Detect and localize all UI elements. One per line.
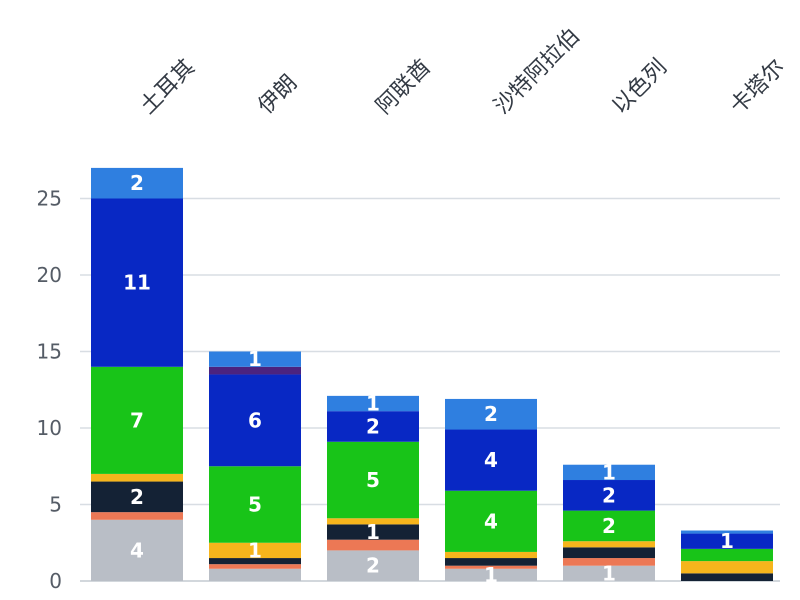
bar-segment (327, 539, 419, 551)
category-labels: 土耳其 伊朗 阿联酋 沙特阿拉伯 以色列 卡塔尔 (136, 24, 790, 119)
y-tick-label: 15 (37, 340, 62, 364)
data-label: 4 (484, 509, 498, 533)
bar-segment (209, 558, 301, 565)
bar-segment (91, 366, 183, 474)
bar-segment (681, 573, 773, 581)
data-label: 1 (602, 460, 616, 484)
bar-segment (327, 395, 419, 412)
bar-segment (209, 366, 301, 375)
bar-segment (445, 490, 537, 552)
bar-segment (681, 533, 773, 549)
data-label: 2 (602, 483, 616, 507)
data-label: 1 (248, 538, 262, 562)
data-label: 2 (366, 414, 380, 438)
data-label: 5 (366, 468, 380, 492)
bar-segment (91, 473, 183, 482)
data-label: 4 (130, 538, 144, 562)
y-tick-label: 20 (37, 263, 62, 287)
category-label: 以色列 (608, 55, 672, 119)
data-label: 6 (248, 408, 262, 432)
data-label: 1 (602, 561, 616, 585)
data-label: 2 (602, 514, 616, 538)
gridlines (80, 197, 780, 582)
bar-segment (445, 558, 537, 566)
bar-segment (91, 198, 183, 367)
data-label: 2 (130, 485, 144, 509)
bars (91, 167, 773, 581)
bar-segment (209, 564, 301, 569)
bar-segment (209, 374, 301, 467)
bar-segment (563, 464, 655, 481)
data-label: 4 (484, 448, 498, 472)
data-label: 2 (130, 171, 144, 195)
bar-segment (681, 561, 773, 574)
bar-segment (327, 441, 419, 519)
data-label: 1 (366, 392, 380, 416)
bar-segment (563, 547, 655, 559)
bar-segment (445, 565, 537, 569)
bar-segment (563, 558, 655, 566)
data-label: 11 (123, 271, 151, 295)
data-label: 1 (720, 529, 734, 553)
bar-segment (563, 480, 655, 511)
bar-segment (327, 524, 419, 540)
data-label: 1 (248, 347, 262, 371)
bar-segment (327, 518, 419, 525)
bar-segment (327, 550, 419, 581)
y-tick-label: 10 (37, 416, 62, 440)
category-label: 伊朗 (254, 70, 303, 119)
bar-segment (681, 530, 773, 534)
bar-segment (681, 548, 773, 562)
bar-segment (209, 542, 301, 559)
bar-segment (445, 568, 537, 581)
bar-segment (445, 551, 537, 559)
bar-segment (563, 510, 655, 542)
bar-segment (563, 541, 655, 548)
bar-segment (209, 351, 301, 367)
bar-segment (91, 519, 183, 581)
data-label: 1 (366, 520, 380, 544)
data-label: 7 (130, 408, 144, 432)
y-axis-tick-labels: 0 5 10 15 20 25 (37, 187, 62, 594)
bar-segment (445, 429, 537, 491)
data-label: 5 (248, 493, 262, 517)
bar-segment (445, 398, 537, 430)
data-label: 1 (484, 563, 498, 587)
bar-segment (91, 167, 183, 199)
y-tick-label: 5 (49, 493, 62, 517)
category-label: 卡塔尔 (726, 55, 790, 119)
bar-segment (91, 481, 183, 513)
category-label: 土耳其 (136, 55, 200, 119)
bar-segment (209, 466, 301, 543)
bar-segment (91, 512, 183, 520)
bar-segment (563, 565, 655, 581)
data-label: 2 (484, 402, 498, 426)
category-label: 阿联酋 (372, 55, 436, 119)
data-label: 2 (366, 554, 380, 578)
y-tick-label: 0 (49, 569, 62, 593)
y-tick-label: 25 (37, 187, 62, 211)
bar-segment (209, 568, 301, 581)
bar-segment (327, 411, 419, 442)
category-label: 沙特阿拉伯 (490, 24, 585, 119)
